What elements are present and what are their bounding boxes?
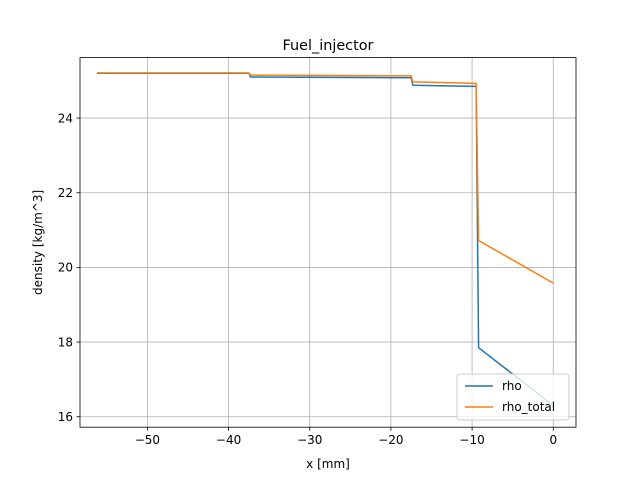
x-tick-label: −50 <box>135 433 160 447</box>
y-axis-ticks: 16 18 20 22 24 <box>58 111 80 424</box>
x-tick-label: −20 <box>378 433 403 447</box>
x-tick-label: −40 <box>216 433 241 447</box>
legend-label-rho: rho <box>502 379 522 393</box>
x-tick-label: 0 <box>549 433 557 447</box>
chart-title: Fuel_injector <box>283 38 374 54</box>
series-line-rho-total <box>97 72 554 284</box>
x-axis-ticks: −50 −40 −30 −20 −10 0 <box>135 427 557 447</box>
y-tick-label: 16 <box>58 410 73 424</box>
y-tick-label: 24 <box>58 111 73 125</box>
legend-label-rho-total: rho_total <box>502 400 555 414</box>
y-axis-label: density [kg/m^3] <box>31 190 45 295</box>
x-tick-label: −10 <box>459 433 484 447</box>
x-tick-label: −30 <box>297 433 322 447</box>
grid-lines <box>80 57 576 428</box>
y-tick-label: 22 <box>58 186 73 200</box>
legend: rho rho_total <box>456 373 570 421</box>
y-tick-label: 18 <box>58 335 73 349</box>
series-lines <box>97 72 554 407</box>
plot-area-frame <box>79 57 577 428</box>
x-axis-label: x [mm] <box>306 457 350 471</box>
y-tick-label: 20 <box>58 261 73 275</box>
